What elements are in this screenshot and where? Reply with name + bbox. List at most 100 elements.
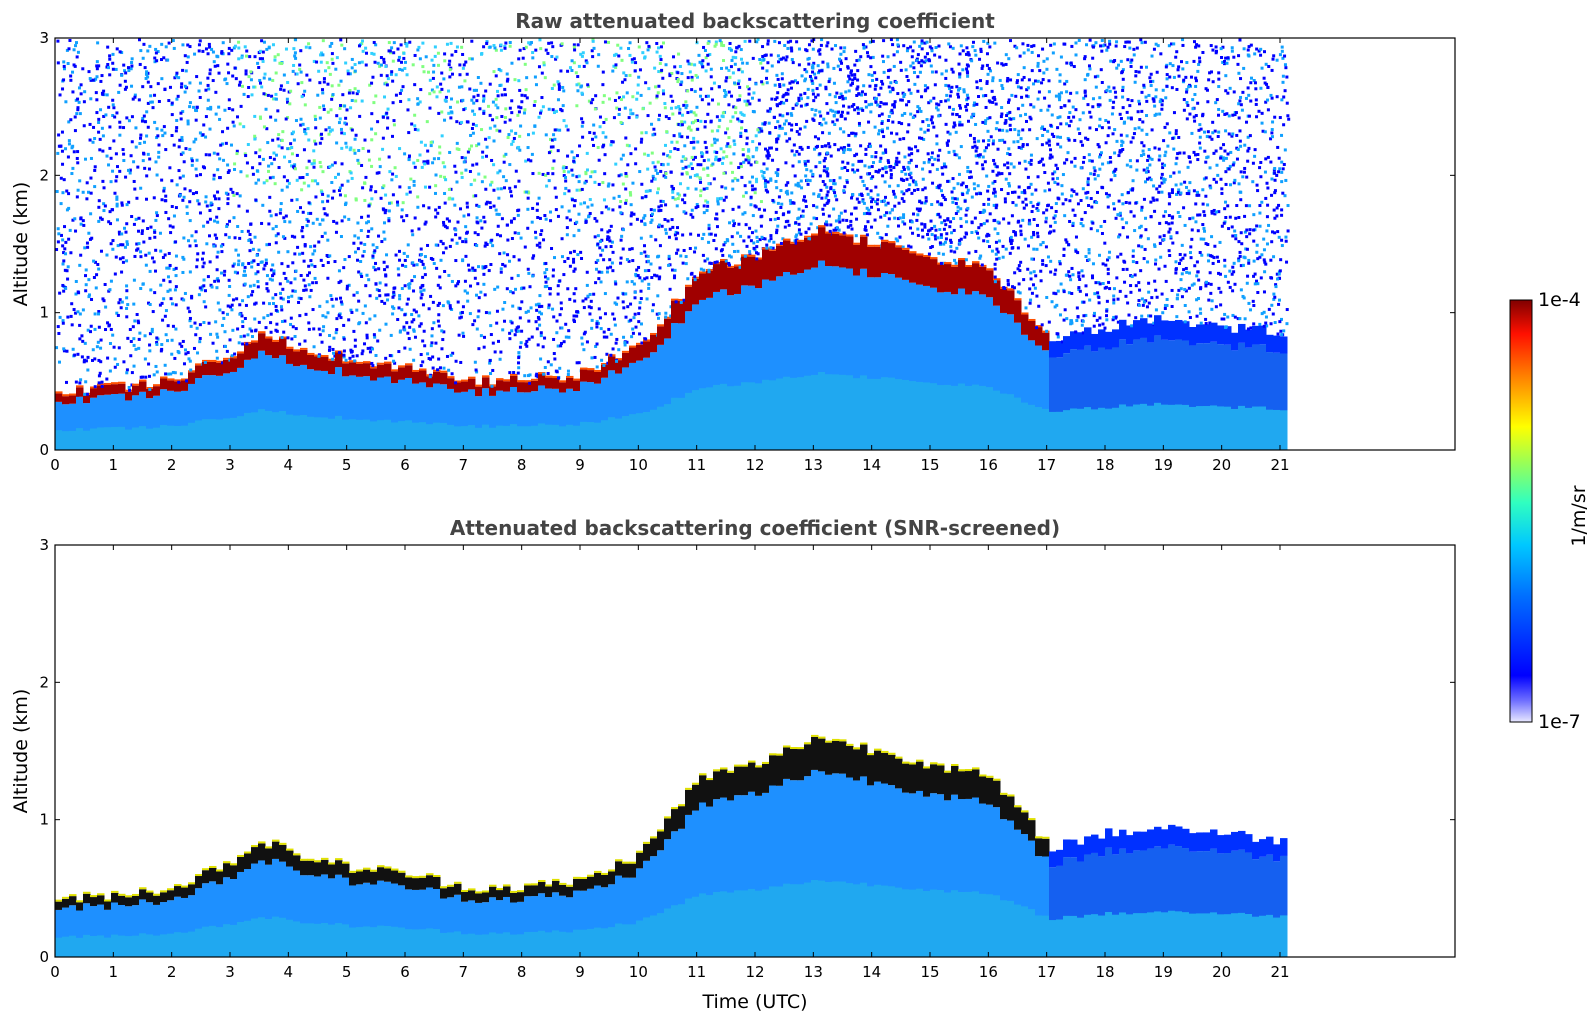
- heatmap-cell: [475, 99, 479, 103]
- heatmap-cell: [816, 194, 820, 198]
- heatmap-cell: [307, 416, 315, 450]
- heatmap-cell: [794, 122, 798, 126]
- heatmap-cell: [517, 361, 521, 365]
- heatmap-cell: [195, 265, 199, 269]
- heatmap-cell: [497, 339, 501, 343]
- heatmap-cell: [357, 161, 361, 165]
- heatmap-cell: [751, 188, 755, 192]
- heatmap-cell: [724, 90, 728, 94]
- heatmap-cell: [286, 147, 290, 151]
- heatmap-cell: [647, 282, 651, 286]
- heatmap-cell: [433, 371, 441, 384]
- heatmap-cell: [699, 163, 703, 167]
- heatmap-cell: [797, 132, 801, 136]
- heatmap-cell: [364, 46, 368, 50]
- heatmap-cell: [600, 228, 604, 232]
- heatmap-cell: [223, 344, 227, 348]
- heatmap-cell: [664, 228, 668, 232]
- heatmap-cell: [817, 137, 821, 141]
- heatmap-cell: [629, 214, 633, 218]
- heatmap-cell: [504, 152, 508, 156]
- heatmap-cell: [594, 344, 598, 348]
- heatmap-cell: [344, 141, 348, 145]
- heatmap-cell: [175, 118, 179, 122]
- heatmap-cell: [304, 312, 308, 316]
- heatmap-cell: [573, 378, 581, 381]
- heatmap-cell: [874, 97, 878, 101]
- heatmap-cell: [342, 376, 350, 450]
- heatmap-cell: [56, 325, 60, 329]
- heatmap-cell: [407, 337, 411, 341]
- heatmap-cell: [882, 102, 886, 106]
- heatmap-cell: [314, 417, 322, 450]
- heatmap-cell: [466, 150, 470, 154]
- heatmap-cell: [596, 64, 600, 68]
- heatmap-cell: [328, 345, 332, 349]
- heatmap-cell: [748, 285, 756, 450]
- heatmap-cell: [529, 306, 533, 310]
- heatmap-cell: [86, 355, 90, 359]
- heatmap-cell: [447, 111, 451, 115]
- heatmap-cell: [330, 297, 334, 301]
- heatmap-cell: [214, 112, 218, 116]
- heatmap-cell: [428, 78, 432, 82]
- heatmap-cell: [653, 66, 657, 70]
- heatmap-cell: [470, 57, 474, 61]
- heatmap-cell: [754, 148, 758, 152]
- heatmap-cell: [280, 138, 284, 142]
- heatmap-cell: [623, 343, 627, 347]
- heatmap-cell: [639, 140, 643, 144]
- heatmap-cell: [493, 287, 497, 291]
- heatmap-cell: [388, 354, 392, 358]
- heatmap-cell: [288, 220, 292, 224]
- heatmap-cell: [759, 224, 763, 228]
- heatmap-cell: [576, 75, 580, 79]
- heatmap-cell: [393, 166, 397, 170]
- heatmap-cell: [888, 184, 892, 188]
- heatmap-cell: [868, 212, 872, 216]
- heatmap-cell: [886, 201, 890, 205]
- heatmap-cell: [489, 386, 497, 396]
- heatmap-cell: [372, 40, 376, 44]
- heatmap-cell: [393, 361, 397, 365]
- heatmap-cell: [706, 173, 710, 177]
- heatmap-cell: [238, 236, 242, 240]
- heatmap-cell: [274, 97, 278, 101]
- heatmap-cell: [354, 133, 358, 137]
- heatmap-cell: [326, 311, 330, 315]
- heatmap-cell: [839, 59, 843, 63]
- heatmap-cell: [797, 216, 801, 220]
- heatmap-cell: [171, 225, 175, 229]
- heatmap-cell: [262, 76, 266, 80]
- heatmap-cell: [122, 159, 126, 163]
- heatmap-cell: [492, 204, 496, 208]
- heatmap-cell: [398, 367, 406, 380]
- heatmap-cell: [797, 184, 801, 188]
- heatmap-cell: [817, 71, 821, 75]
- heatmap-cell: [839, 267, 847, 450]
- heatmap-cell: [145, 134, 149, 138]
- heatmap-cell: [81, 190, 85, 194]
- heatmap-cell: [472, 112, 476, 116]
- heatmap-cell: [726, 127, 730, 131]
- heatmap-cell: [309, 245, 313, 249]
- heatmap-cell: [499, 69, 503, 73]
- heatmap-cell: [704, 56, 708, 60]
- heatmap-cell: [283, 236, 287, 240]
- heatmap-cell: [453, 203, 457, 207]
- heatmap-cell: [174, 240, 178, 244]
- heatmap-cell: [565, 226, 569, 230]
- heatmap-cell: [533, 124, 537, 128]
- heatmap-cell: [678, 132, 682, 136]
- heatmap-cell: [854, 234, 858, 238]
- heatmap-cell: [725, 66, 729, 70]
- heatmap-cell: [428, 375, 432, 379]
- heatmap-cell: [370, 51, 374, 55]
- heatmap-cell: [371, 256, 375, 260]
- heatmap-cell: [163, 87, 167, 91]
- heatmap-cell: [869, 65, 873, 69]
- heatmap-cell: [454, 170, 458, 174]
- heatmap-cell: [555, 331, 559, 335]
- heatmap-cell: [223, 330, 227, 334]
- heatmap-cell: [602, 363, 606, 367]
